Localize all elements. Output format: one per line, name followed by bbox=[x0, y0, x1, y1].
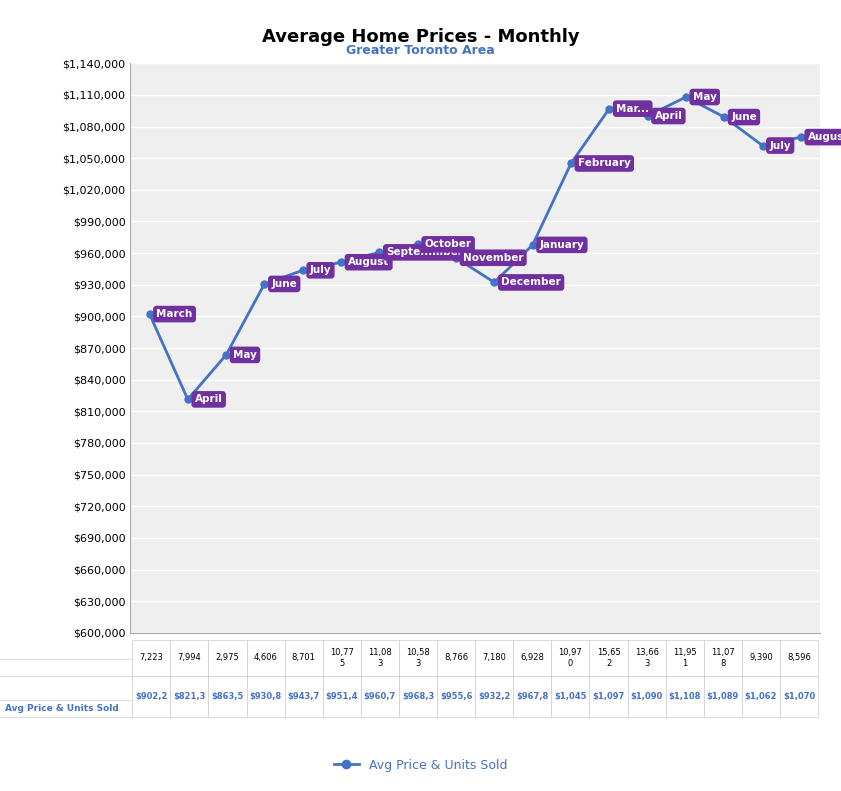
Avg Price & Units Sold bbox=[527, 240, 537, 250]
Avg Price & Units Sold bbox=[796, 132, 806, 142]
Avg Price & Units Sold bbox=[298, 266, 308, 275]
Legend: Avg Price & Units Sold: Avg Price & Units Sold bbox=[329, 754, 512, 777]
Text: May: May bbox=[693, 92, 717, 102]
Text: Septe...mber: Septe...mber bbox=[386, 248, 463, 257]
Avg Price & Units Sold bbox=[719, 112, 729, 122]
Avg Price & Units Sold bbox=[681, 93, 691, 102]
Text: June: June bbox=[731, 112, 757, 122]
Text: October: October bbox=[425, 240, 472, 249]
Text: December: December bbox=[501, 278, 561, 287]
Avg Price & Units Sold bbox=[566, 159, 576, 168]
Avg Price & Units Sold bbox=[336, 257, 346, 267]
Avg Price & Units Sold bbox=[758, 141, 768, 150]
Text: Mar...: Mar... bbox=[616, 104, 649, 114]
Text: July: July bbox=[309, 265, 331, 275]
Text: March: March bbox=[156, 309, 193, 319]
Text: May: May bbox=[233, 350, 257, 360]
Text: January: January bbox=[540, 240, 584, 250]
Avg Price & Units Sold bbox=[182, 395, 193, 404]
Text: June: June bbox=[272, 279, 297, 289]
Text: Greater Toronto Area: Greater Toronto Area bbox=[346, 44, 495, 56]
Avg Price & Units Sold bbox=[489, 278, 500, 287]
Avg Price & Units Sold bbox=[221, 350, 231, 360]
Avg Price & Units Sold bbox=[259, 279, 269, 289]
Text: April: April bbox=[654, 111, 682, 121]
Avg Price & Units Sold bbox=[451, 253, 461, 263]
Text: July: July bbox=[770, 141, 791, 150]
Avg Price & Units Sold bbox=[413, 240, 423, 249]
Line: Avg Price & Units Sold: Avg Price & Units Sold bbox=[146, 93, 804, 403]
Text: April: April bbox=[195, 395, 223, 404]
Text: February: February bbox=[578, 158, 631, 168]
Avg Price & Units Sold bbox=[374, 248, 384, 257]
Avg Price & Units Sold bbox=[643, 112, 653, 121]
Text: Average Home Prices - Monthly: Average Home Prices - Monthly bbox=[262, 28, 579, 46]
Avg Price & Units Sold bbox=[145, 309, 155, 319]
Text: August: August bbox=[807, 132, 841, 142]
Text: August: August bbox=[348, 257, 389, 267]
Text: November: November bbox=[463, 253, 523, 263]
Avg Price & Units Sold bbox=[604, 104, 614, 113]
